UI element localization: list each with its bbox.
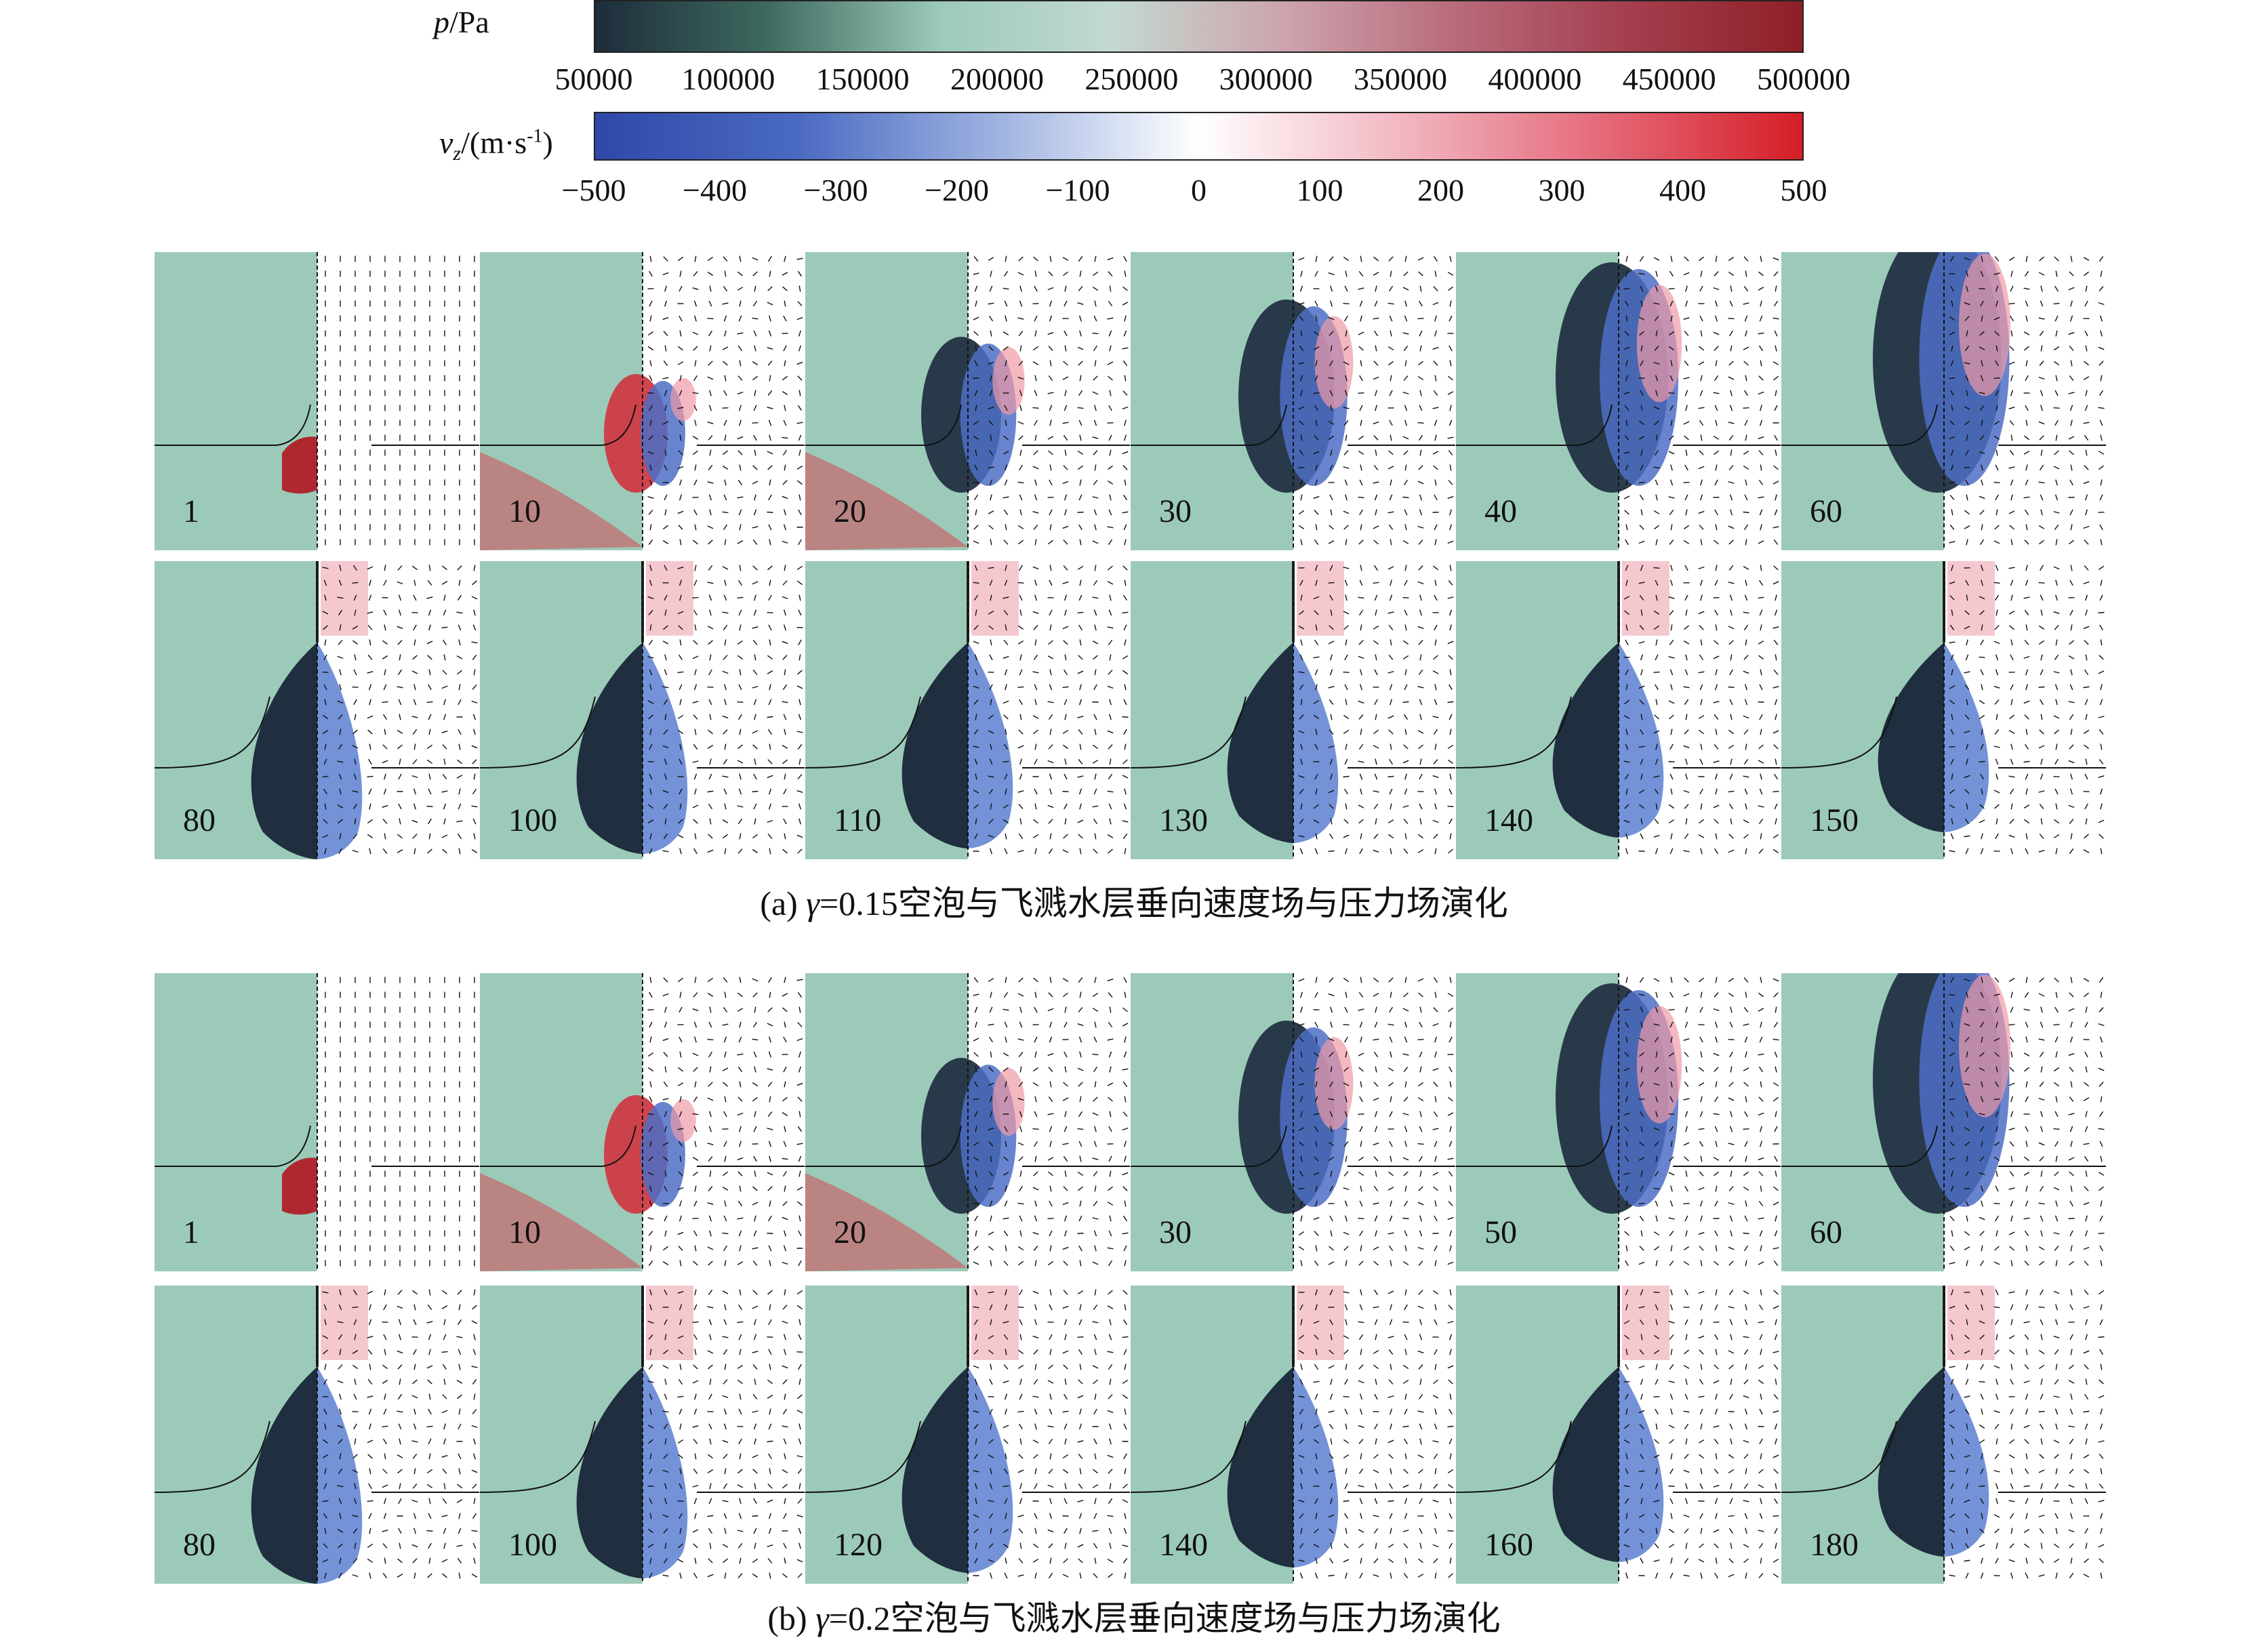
frame-number-label: 130 bbox=[1159, 802, 1208, 839]
simulation-frame: 100 bbox=[480, 1286, 805, 1584]
simulation-frame: 110 bbox=[805, 561, 1130, 859]
frame-number-label: 1 bbox=[183, 1214, 199, 1251]
colorbar-tick-label: 300 bbox=[1539, 172, 1585, 208]
colorbar-tick-label: 200000 bbox=[950, 61, 1044, 97]
simulation-frame: 10 bbox=[480, 973, 805, 1271]
simulation-frame: 20 bbox=[805, 252, 1130, 550]
simulation-frame: 120 bbox=[805, 1286, 1130, 1584]
frame-number-label: 60 bbox=[1810, 1214, 1842, 1251]
colorbar-tick-label: 300000 bbox=[1219, 61, 1313, 97]
frame-number-label: 30 bbox=[1159, 1214, 1192, 1251]
colorbar-tick-label: 400000 bbox=[1488, 61, 1581, 97]
simulation-frame: 1 bbox=[155, 252, 479, 550]
frame-number-label: 50 bbox=[1484, 1214, 1517, 1251]
frame-number-label: 120 bbox=[834, 1526, 883, 1563]
colorbar-tick-label: −300 bbox=[804, 172, 868, 208]
section-a-caption: (a) γ=0.15空泡与飞溅水层垂向速度场与压力场演化 bbox=[760, 876, 1507, 925]
colorbar-tick-label: 450000 bbox=[1623, 61, 1716, 97]
frame-number-label: 30 bbox=[1159, 493, 1192, 530]
colorbar-tick-label: −400 bbox=[683, 172, 747, 208]
colorbar-tick-label: 200 bbox=[1417, 172, 1464, 208]
simulation-frame: 130 bbox=[1131, 561, 1455, 859]
frame-number-label: 180 bbox=[1810, 1526, 1859, 1563]
frame-number-label: 60 bbox=[1810, 493, 1842, 530]
simulation-frame: 20 bbox=[805, 973, 1130, 1271]
frame-number-label: 100 bbox=[508, 1526, 557, 1563]
frame-number-label: 150 bbox=[1810, 802, 1859, 839]
simulation-frame: 80 bbox=[155, 561, 479, 859]
colorbar-tick-label: 100 bbox=[1297, 172, 1343, 208]
simulation-frame: 180 bbox=[1781, 1286, 2106, 1584]
flow-field-plot bbox=[155, 252, 479, 550]
colorbar-tick-label: 250000 bbox=[1085, 61, 1178, 97]
simulation-frame: 100 bbox=[480, 561, 805, 859]
velocity-colorbar bbox=[594, 112, 1804, 161]
frame-number-label: 10 bbox=[508, 493, 541, 530]
frame-number-label: 100 bbox=[508, 802, 557, 839]
colorbar-tick-label: −200 bbox=[925, 172, 989, 208]
frame-number-label: 40 bbox=[1484, 493, 1517, 530]
frame-number-label: 20 bbox=[834, 493, 866, 530]
pressure-colorbar bbox=[594, 0, 1804, 53]
velocity-colorbar-label: vz/(m·s-1) bbox=[439, 125, 553, 165]
simulation-frame: 60 bbox=[1781, 252, 2106, 550]
frame-number-label: 1 bbox=[183, 493, 199, 530]
simulation-frame: 30 bbox=[1131, 973, 1455, 1271]
simulation-frame: 80 bbox=[155, 1286, 479, 1584]
simulation-frame: 60 bbox=[1781, 973, 2106, 1271]
frame-number-label: 10 bbox=[508, 1214, 541, 1251]
colorbar-tick-label: 0 bbox=[1191, 172, 1207, 208]
frame-number-label: 80 bbox=[183, 802, 216, 839]
colorbar-tick-label: 100000 bbox=[681, 61, 775, 97]
colorbar-tick-label: 500 bbox=[1781, 172, 1827, 208]
frame-number-label: 160 bbox=[1484, 1526, 1533, 1563]
simulation-frame: 140 bbox=[1456, 561, 1781, 859]
simulation-frame: 40 bbox=[1456, 252, 1781, 550]
colorbar-tick-label: 500000 bbox=[1757, 61, 1850, 97]
colorbar-tick-label: 150000 bbox=[816, 61, 910, 97]
section-b-caption: (b) γ=0.2空泡与飞溅水层垂向速度场与压力场演化 bbox=[767, 1591, 1500, 1640]
simulation-frame: 140 bbox=[1131, 1286, 1455, 1584]
frame-number-label: 140 bbox=[1159, 1526, 1208, 1563]
simulation-frame: 160 bbox=[1456, 1286, 1781, 1584]
pressure-colorbar-label: p/Pa bbox=[434, 4, 489, 40]
colorbar-tick-label: −100 bbox=[1046, 172, 1110, 208]
frame-number-label: 140 bbox=[1484, 802, 1533, 839]
simulation-frame: 1 bbox=[155, 973, 479, 1271]
simulation-frame: 150 bbox=[1781, 561, 2106, 859]
simulation-frame: 50 bbox=[1456, 973, 1781, 1271]
simulation-frame: 10 bbox=[480, 252, 805, 550]
colorbar-tick-label: 50000 bbox=[555, 61, 633, 97]
frame-number-label: 20 bbox=[834, 1214, 866, 1251]
flow-field-plot bbox=[155, 973, 479, 1271]
colorbar-tick-label: 350000 bbox=[1354, 61, 1447, 97]
frame-number-label: 110 bbox=[834, 802, 881, 839]
colorbar-tick-label: 400 bbox=[1659, 172, 1706, 208]
simulation-frame: 30 bbox=[1131, 252, 1455, 550]
colorbar-tick-label: −500 bbox=[562, 172, 626, 208]
frame-number-label: 80 bbox=[183, 1526, 216, 1563]
